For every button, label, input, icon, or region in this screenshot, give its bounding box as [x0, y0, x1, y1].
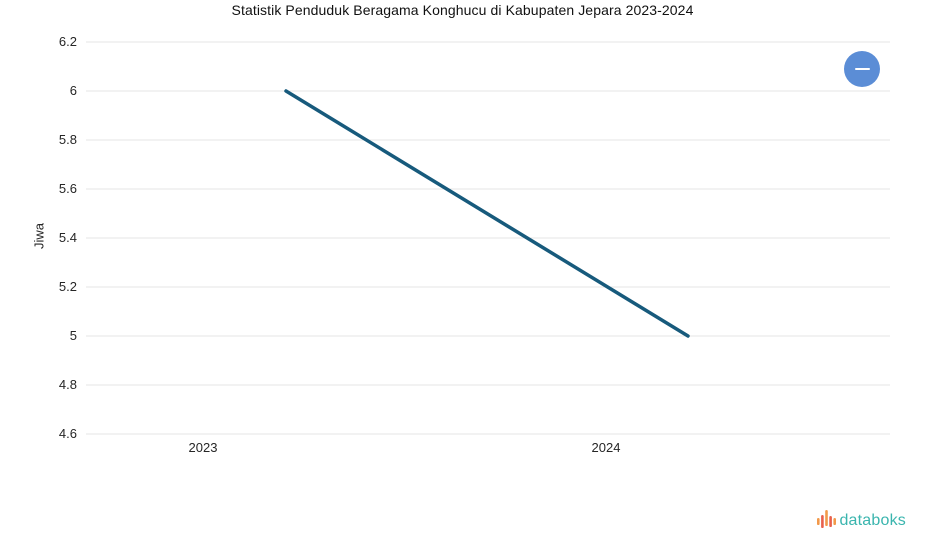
y-tick-label: 5.8: [58, 132, 77, 147]
minus-icon: [854, 68, 870, 70]
y-tick-label: 5.6: [58, 181, 77, 196]
chart-title: Statistik Penduduk Beragama Konghucu di …: [231, 2, 694, 18]
y-tick-label: 4.6: [58, 426, 77, 441]
y-tick-label: 5.2: [58, 279, 77, 294]
y-tick-label: 5.4: [58, 230, 77, 245]
x-tick-label: 2023: [188, 440, 218, 455]
y-tick-label: 6: [69, 83, 77, 98]
databoks-logo-icon: [817, 510, 837, 528]
x-tick-label: 2024: [591, 440, 621, 455]
collapse-button[interactable]: [844, 51, 880, 87]
y-tick-label: 4.8: [58, 377, 77, 392]
y-tick-label: 5: [69, 328, 77, 343]
data-line: [284, 89, 690, 338]
databoks-logo-text: databoks: [839, 512, 906, 529]
y-tick-label: 6.2: [58, 34, 77, 49]
databoks-logo[interactable]: databoks: [817, 509, 906, 533]
